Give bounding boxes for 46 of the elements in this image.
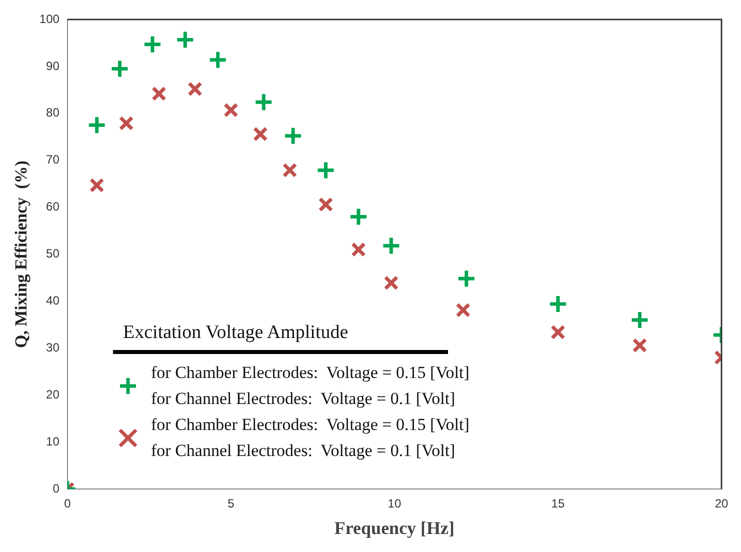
point xyxy=(348,206,368,226)
x-tick-label: 10 xyxy=(388,496,402,511)
y-tick-label: 50 xyxy=(46,246,60,261)
x-axis-title: Frequency [Hz] xyxy=(334,518,455,538)
point xyxy=(89,178,104,193)
point xyxy=(175,30,195,50)
point xyxy=(152,86,166,102)
point xyxy=(282,162,298,178)
y-tick-label: 80 xyxy=(46,106,60,120)
y-tick-label: 10 xyxy=(46,434,60,448)
x-tick-label: 15 xyxy=(551,496,565,511)
point xyxy=(381,236,401,256)
point xyxy=(252,126,268,142)
x-tick-label: 5 xyxy=(228,496,235,511)
point xyxy=(318,197,334,212)
point xyxy=(351,242,366,257)
point xyxy=(456,268,476,288)
point xyxy=(384,275,399,290)
y-tick-label: 60 xyxy=(46,200,60,214)
point xyxy=(118,116,134,131)
y-axis-title: Q, Mixing Efficiency (%) xyxy=(12,160,31,348)
point xyxy=(548,294,568,314)
point xyxy=(456,302,471,318)
point xyxy=(283,126,303,146)
y-tick-label: 20 xyxy=(46,387,60,402)
y-tick-label: 70 xyxy=(46,152,60,167)
y-tick-label: 30 xyxy=(46,340,60,354)
legend-title: Excitation Voltage Amplitude xyxy=(113,322,448,354)
point xyxy=(110,59,130,79)
point xyxy=(142,34,162,54)
x-tick-label: 20 xyxy=(714,496,728,511)
y-tick-label: 100 xyxy=(39,12,60,26)
legend-label: for Chamber Electrodes: Voltage = 0.15 [Volt] for Channel Electrodes: Voltage = 0.1 [Volt] xyxy=(151,414,470,462)
point xyxy=(254,92,274,112)
y-tick-label: 40 xyxy=(46,294,60,308)
point xyxy=(224,102,238,118)
point xyxy=(630,310,650,330)
point xyxy=(188,82,202,96)
point xyxy=(87,115,107,135)
point xyxy=(316,160,336,180)
point xyxy=(208,50,228,70)
point xyxy=(632,338,648,353)
y-tick-label: 90 xyxy=(46,58,60,73)
point xyxy=(550,324,566,340)
x-tick-label: 0 xyxy=(64,496,72,511)
y-tick-label: 0 xyxy=(52,481,60,496)
